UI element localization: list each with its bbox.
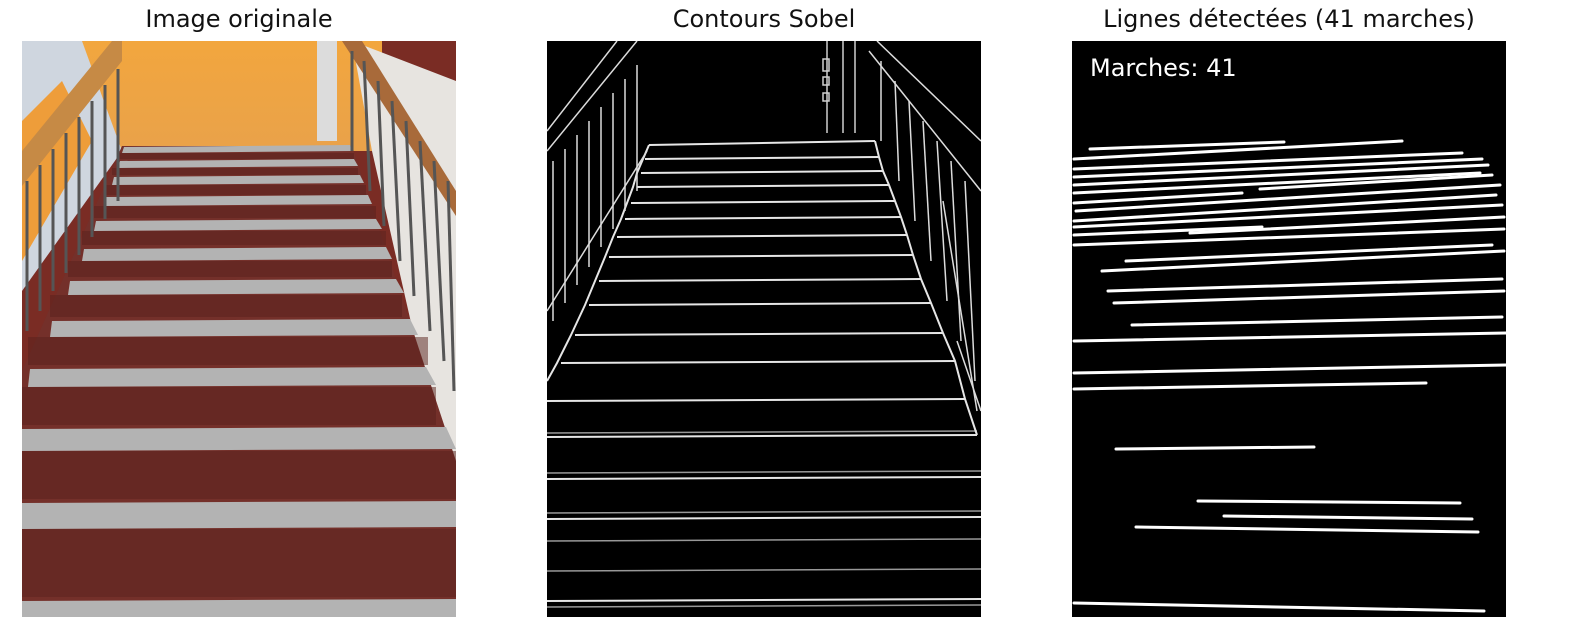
detected-lines-panel: Marches: 41: [1072, 41, 1506, 617]
detected-lines-image: Marches: 41: [1072, 41, 1506, 617]
door-frame: [317, 41, 337, 141]
right-handrail: [342, 41, 456, 216]
original-image-panel: [22, 41, 456, 617]
title-original: Image originale: [145, 5, 333, 33]
sobel-edges-panel: [547, 41, 981, 617]
door-edges: [822, 41, 856, 133]
title-lines: Lignes détectées (41 marches): [1103, 5, 1475, 33]
left-railing-edges: [547, 41, 648, 321]
step-nosings: [22, 145, 456, 617]
step-edges: [547, 140, 981, 602]
left-handrail: [22, 41, 122, 186]
sobel-edge-image: [547, 41, 981, 617]
step-count-overlay: Marches: 41: [1090, 54, 1237, 82]
right-railing-edges: [868, 41, 981, 412]
left-railing: [25, 69, 120, 331]
detected-step-lines: [1072, 139, 1506, 613]
staircase-photo: [22, 41, 456, 617]
title-sobel: Contours Sobel: [672, 5, 856, 33]
right-railing: [350, 51, 456, 392]
